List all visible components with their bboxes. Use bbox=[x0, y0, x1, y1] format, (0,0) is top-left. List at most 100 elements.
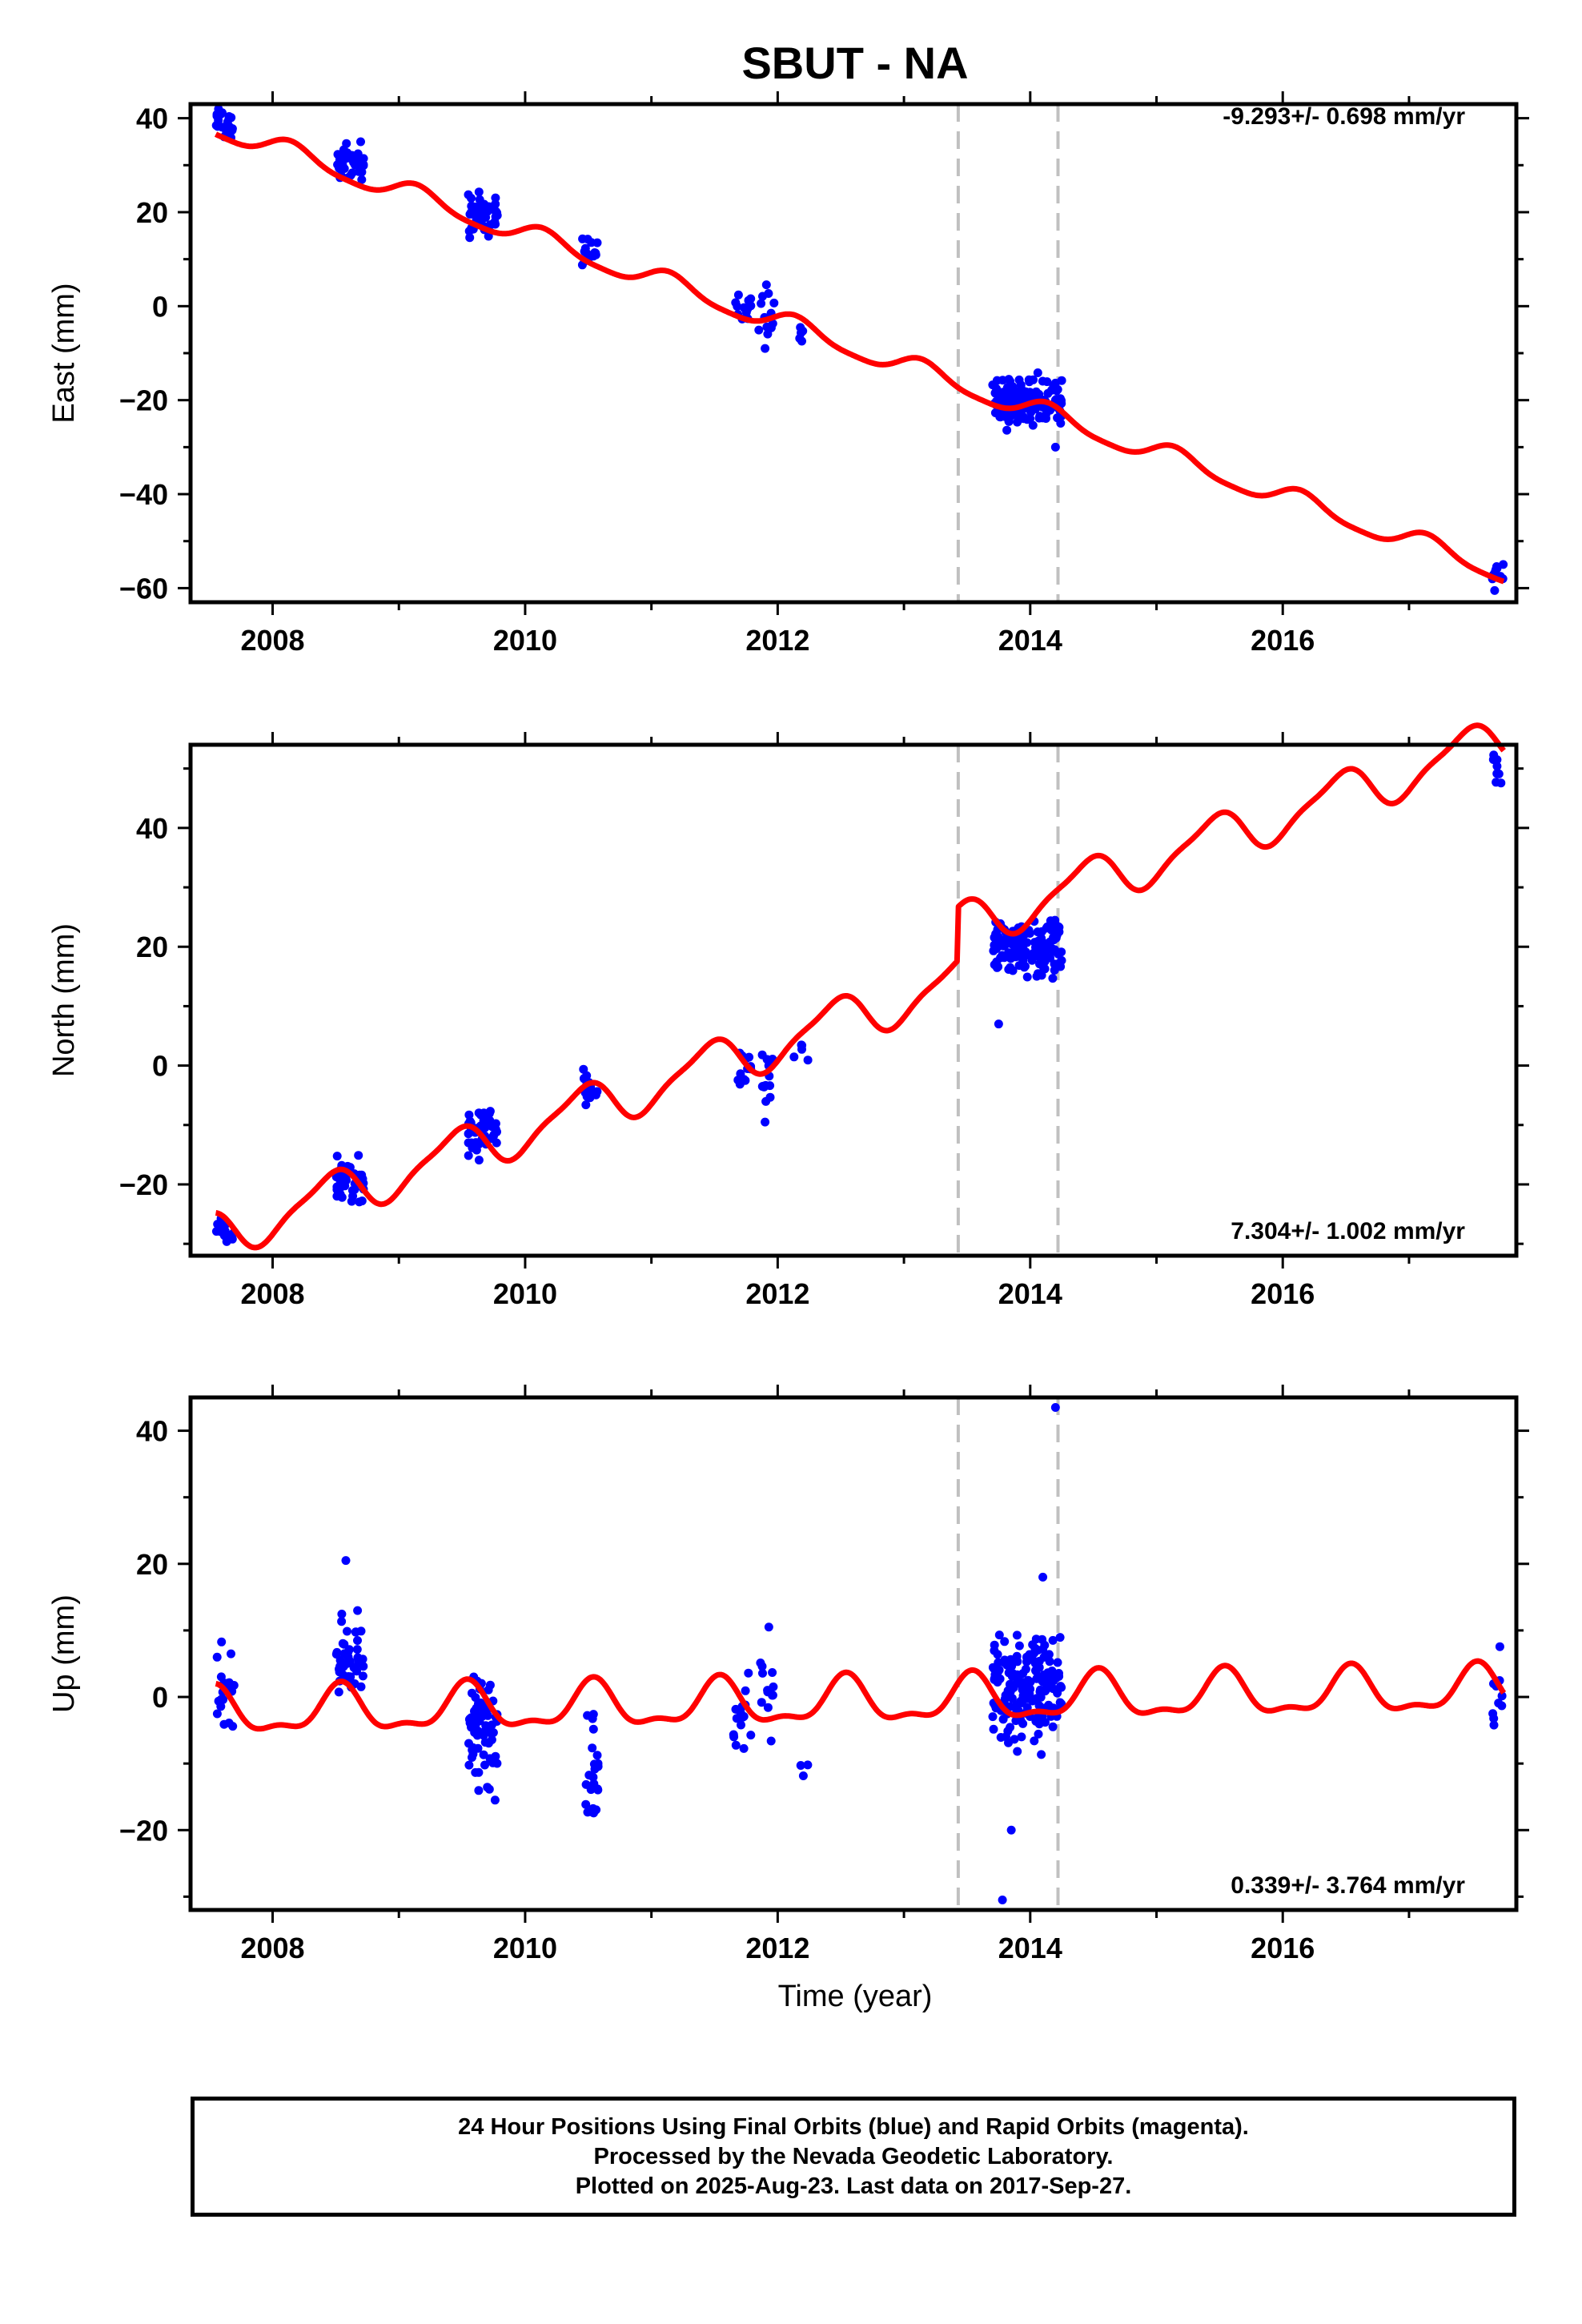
panels-group: 2008 2010 2012 2014 2016 −60 −40 −20 0 20 40 East (… bbox=[47, 91, 1529, 1964]
data-point bbox=[467, 194, 476, 203]
data-point bbox=[1038, 1572, 1048, 1582]
data-point bbox=[993, 1650, 1002, 1659]
data-point bbox=[467, 1713, 476, 1723]
data-point bbox=[741, 1686, 750, 1695]
model-curve-east bbox=[214, 131, 1505, 585]
data-point bbox=[798, 326, 808, 336]
data-point bbox=[1488, 1709, 1498, 1719]
data-point bbox=[488, 1122, 497, 1132]
data-point bbox=[353, 1636, 362, 1645]
data-point bbox=[1034, 1729, 1043, 1739]
data-point bbox=[739, 303, 749, 312]
data-point bbox=[222, 127, 231, 136]
data-point bbox=[1034, 1673, 1044, 1683]
rate-label: 0.339+/- 3.764 mm/yr bbox=[1231, 1872, 1465, 1899]
data-point bbox=[1048, 974, 1058, 983]
data-point bbox=[593, 1759, 603, 1768]
data-point bbox=[988, 1712, 998, 1722]
data-point bbox=[227, 1649, 235, 1659]
data-point bbox=[990, 940, 999, 950]
data-point bbox=[757, 1050, 767, 1059]
y-tick-label: 0 bbox=[152, 1681, 168, 1714]
data-point bbox=[484, 1685, 493, 1695]
data-point bbox=[474, 1786, 484, 1795]
data-point bbox=[338, 1638, 347, 1648]
caption-line-1: 24 Hour Positions Using Final Orbits (bl… bbox=[458, 2113, 1249, 2140]
data-point bbox=[343, 1652, 353, 1662]
data-point bbox=[998, 1896, 1007, 1905]
data-point bbox=[758, 1668, 767, 1678]
rate-label: 7.304+/- 1.002 mm/yr bbox=[1231, 1218, 1465, 1244]
data-point bbox=[342, 139, 351, 148]
caption-line-2: Processed by the Nevada Geodetic Laborat… bbox=[593, 2143, 1114, 2169]
data-point bbox=[227, 1234, 237, 1244]
data-point bbox=[757, 1698, 766, 1707]
data-point bbox=[1047, 1667, 1057, 1675]
data-point bbox=[737, 1720, 745, 1730]
data-point bbox=[1014, 412, 1024, 421]
data-point bbox=[796, 1761, 805, 1770]
x-tick-label: 2014 bbox=[998, 624, 1062, 657]
data-point bbox=[357, 175, 367, 184]
data-point bbox=[1047, 943, 1056, 953]
x-tick-label: 2010 bbox=[493, 1277, 557, 1310]
y-tick-label: 20 bbox=[136, 1548, 168, 1581]
data-point bbox=[339, 1670, 347, 1679]
data-point bbox=[1004, 416, 1014, 426]
data-point bbox=[744, 1668, 753, 1678]
data-point bbox=[990, 388, 1000, 398]
data-point bbox=[1489, 1720, 1499, 1730]
x-axis-label: Time (year) bbox=[778, 1980, 933, 2013]
y-axis-label: East (mm) bbox=[47, 283, 81, 423]
data-point bbox=[580, 247, 589, 256]
data-point bbox=[480, 1760, 489, 1770]
data-point bbox=[769, 298, 779, 308]
data-point bbox=[484, 1784, 494, 1794]
x-tick-label: 2016 bbox=[1251, 1277, 1315, 1310]
data-point bbox=[1017, 1732, 1026, 1742]
data-point bbox=[733, 290, 743, 300]
data-point bbox=[335, 163, 344, 173]
data-point bbox=[1035, 959, 1044, 969]
data-point bbox=[214, 1696, 223, 1706]
data-point bbox=[1000, 940, 1010, 950]
data-point bbox=[332, 1152, 342, 1161]
data-point bbox=[583, 235, 592, 244]
data-point bbox=[582, 1092, 592, 1101]
data-point bbox=[1014, 375, 1024, 384]
data-point bbox=[351, 1627, 360, 1637]
data-point bbox=[348, 1192, 358, 1201]
data-point bbox=[803, 1760, 813, 1770]
data-point bbox=[991, 931, 1001, 941]
data-point bbox=[761, 344, 770, 353]
data-point bbox=[592, 1087, 602, 1096]
data-point bbox=[590, 248, 600, 257]
data-point bbox=[1050, 442, 1060, 452]
data-point bbox=[1006, 1825, 1016, 1835]
data-point bbox=[470, 1727, 480, 1737]
data-point bbox=[1055, 1633, 1065, 1642]
data-point bbox=[994, 1630, 1004, 1640]
data-point bbox=[341, 1556, 351, 1566]
data-point bbox=[480, 203, 489, 212]
data-point bbox=[335, 1655, 345, 1665]
data-point bbox=[468, 1753, 476, 1762]
data-point bbox=[1046, 953, 1055, 963]
data-point bbox=[731, 1740, 741, 1750]
data-point bbox=[1006, 1723, 1015, 1732]
data-point bbox=[1022, 938, 1032, 947]
data-point bbox=[485, 1754, 495, 1763]
data-point bbox=[1046, 1677, 1055, 1687]
data-point bbox=[990, 1674, 999, 1683]
data-point bbox=[1054, 1671, 1064, 1681]
data-point bbox=[354, 152, 363, 162]
data-point bbox=[1031, 1716, 1041, 1726]
data-point bbox=[1038, 376, 1047, 386]
data-point bbox=[579, 1064, 588, 1074]
data-point bbox=[1050, 1402, 1060, 1412]
data-point bbox=[757, 1662, 767, 1671]
data-point bbox=[797, 336, 806, 346]
data-point bbox=[468, 1688, 476, 1698]
data-point bbox=[1031, 387, 1041, 396]
